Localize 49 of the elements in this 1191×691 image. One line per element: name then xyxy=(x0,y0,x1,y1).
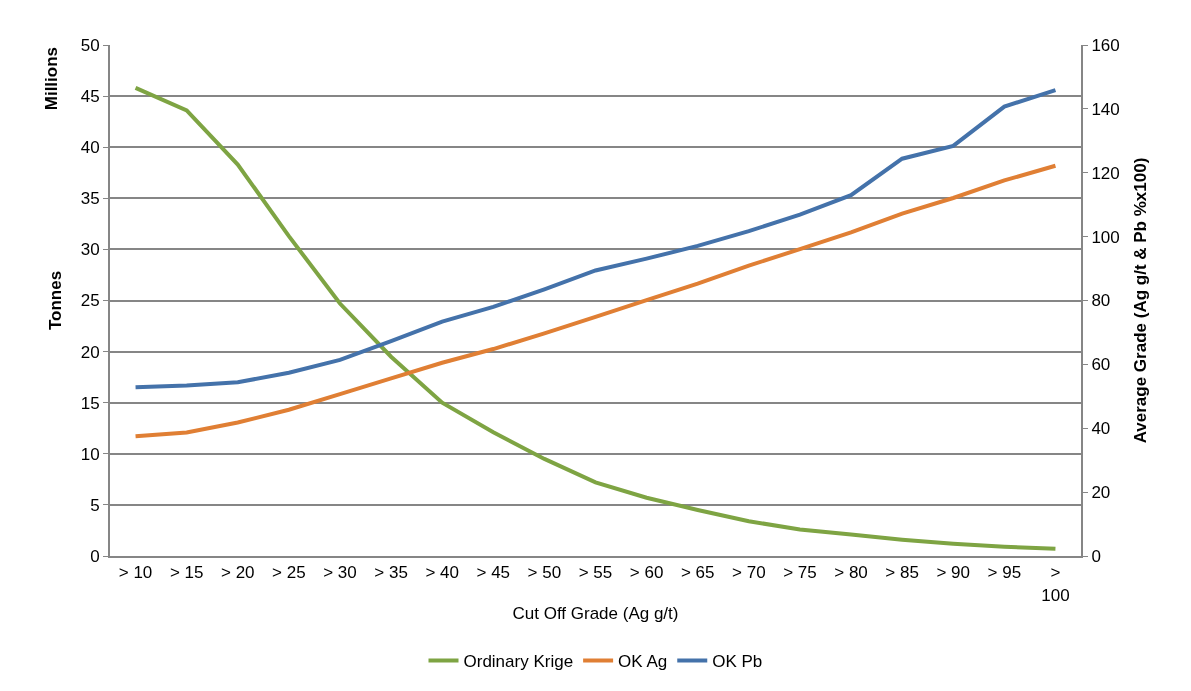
y2-axis-title: Average Grade (Ag g/t & Pb %x100) xyxy=(1130,157,1150,444)
x-tick-label: > 45 xyxy=(476,563,511,583)
x-tick-label: > 95 xyxy=(987,563,1022,583)
x-tick-label: > 80 xyxy=(834,563,868,583)
y-tick-label: 35 xyxy=(80,189,100,209)
y2-tick-label: 60 xyxy=(1091,355,1111,375)
text: Millions xyxy=(42,46,62,111)
x-tick-label: > 20 xyxy=(220,563,255,583)
y2-tick-label: 20 xyxy=(1091,483,1111,503)
y-tick-label: 5 xyxy=(90,495,100,515)
legend-label: OK Ag xyxy=(618,652,668,672)
x-tick-label: > 35 xyxy=(374,563,408,583)
x-axis-title: Cut Off Grade (Ag g/t) xyxy=(512,604,679,624)
x-tick-label: > 50 xyxy=(527,563,562,583)
x-tick-label: > 10 xyxy=(118,563,153,583)
x-tick-label: > 30 xyxy=(323,563,357,583)
x-tick-label: > 90 xyxy=(936,563,971,583)
x-tick-label: > 15 xyxy=(169,563,204,583)
y2-tick-label: 160 xyxy=(1091,35,1120,55)
y2-tick-label: 120 xyxy=(1091,163,1120,183)
line-series xyxy=(133,88,1058,390)
y2-tick-label: 80 xyxy=(1091,291,1111,311)
x-tick-label: > 40 xyxy=(425,563,459,583)
legend-label: Ordinary Krige xyxy=(463,652,574,672)
y-tick-label: 15 xyxy=(80,393,100,413)
y-tick-label: 0 xyxy=(90,546,100,566)
line-series xyxy=(133,85,1058,551)
x-tick-label: > 70 xyxy=(732,563,766,583)
y2-tick-label: 40 xyxy=(1091,419,1111,439)
y-tick-label: 30 xyxy=(80,240,100,260)
y-tick-label: 40 xyxy=(80,138,100,158)
y2-tick-label: 0 xyxy=(1091,546,1101,566)
y-tick-label: 50 xyxy=(80,35,100,55)
y-tick-label: 25 xyxy=(80,291,100,311)
x-tick-label: > 65 xyxy=(680,563,715,583)
x-tick-label: > 60 xyxy=(629,563,664,583)
x-tick-label: > 100 xyxy=(1041,563,1070,605)
line-series xyxy=(133,163,1058,439)
y-axis-title: Tonnes xyxy=(45,270,65,331)
x-tick-label: > 55 xyxy=(578,563,613,583)
y-tick-label: 10 xyxy=(80,444,100,464)
y-tick-label: 20 xyxy=(80,342,100,362)
x-tick-label: > 75 xyxy=(783,563,817,583)
legend-label: OK Pb xyxy=(712,652,763,672)
y2-tick-label: 140 xyxy=(1091,99,1120,119)
x-tick-label: > 25 xyxy=(272,563,306,583)
x-tick-label: > 85 xyxy=(885,563,919,583)
y2-tick-label: 100 xyxy=(1091,227,1120,247)
y-tick-label: 45 xyxy=(80,87,100,107)
